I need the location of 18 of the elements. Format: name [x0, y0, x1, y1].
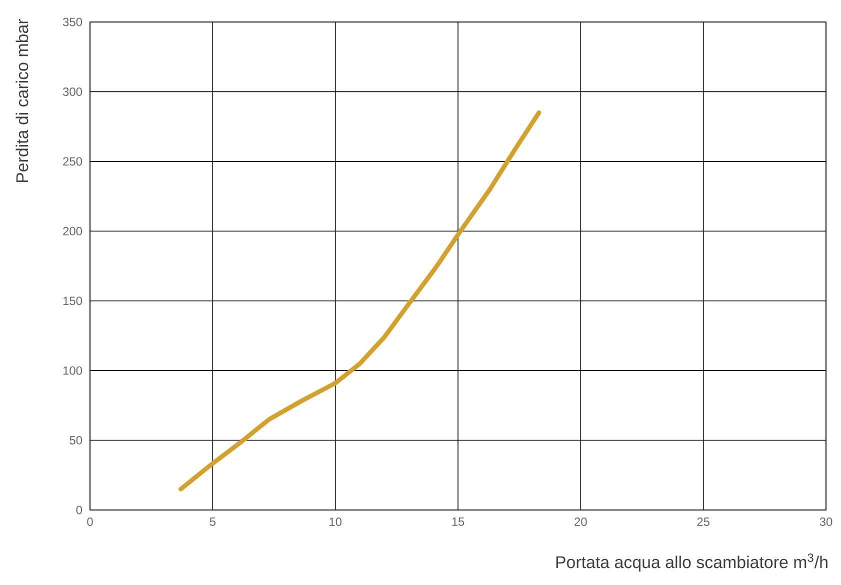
- line-series: [178, 110, 542, 492]
- y-tick-label: 300: [62, 87, 82, 96]
- x-tick-label: 20: [574, 518, 587, 526]
- y-tick-label: 150: [63, 296, 82, 306]
- x-tick-label: 10: [330, 518, 342, 526]
- x-tick-label: 5: [210, 518, 216, 526]
- x-tick-label: 15: [452, 518, 464, 526]
- y-tick-label: 50: [70, 436, 82, 445]
- x-tick-label: 0: [87, 518, 93, 526]
- y-tick-label: 0: [76, 506, 82, 514]
- y-tick-label: 200: [63, 226, 82, 236]
- y-tick-label: 100: [63, 366, 82, 375]
- x-axis-title: Portata acqua allo scambiatore m$^{3}$/h: [556, 554, 828, 572]
- x-tick-label: 25: [697, 518, 710, 526]
- y-axis-title: Perdita di carico mbar: [16, 19, 28, 182]
- y-tick-label: 250: [63, 157, 82, 166]
- y-tick-label: 350: [62, 18, 82, 26]
- x-tick-label: 30: [820, 518, 832, 526]
